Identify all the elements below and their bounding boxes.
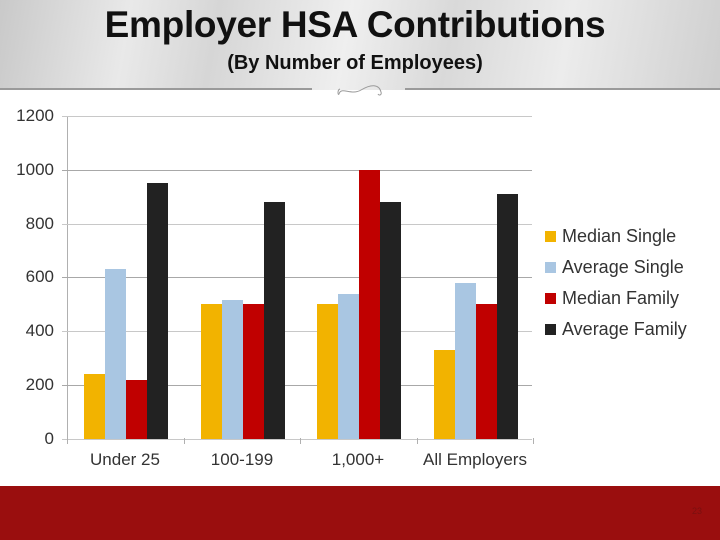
x-tick (533, 438, 534, 444)
gridline (62, 331, 532, 332)
x-tick (184, 438, 185, 444)
header-divider-left (0, 88, 312, 90)
x-category-label: 1,000+ (331, 450, 385, 469)
bar-average-single (455, 282, 476, 439)
gridline (62, 385, 532, 386)
bar-median-single (434, 350, 455, 439)
y-tick-label: 600 (25, 267, 54, 286)
legend-label: Median Family (562, 288, 680, 308)
legend-swatch-icon (545, 262, 556, 273)
legend-swatch-icon (545, 231, 556, 242)
gridline (62, 439, 532, 440)
flourish-ornament-icon (337, 85, 382, 96)
slide-title: Employer HSA Contributions (104, 4, 606, 45)
x-tick (67, 438, 68, 444)
x-tick (417, 438, 418, 444)
slide-header: Employer HSA Contributions (By Number of… (0, 0, 720, 96)
x-tick (300, 438, 301, 444)
legend-item: Average Family (545, 314, 687, 345)
x-category-label: Under 25 (90, 450, 160, 469)
legend-item: Average Single (545, 252, 687, 283)
bar-median-family (359, 169, 380, 439)
legend-label: Average Single (562, 257, 684, 277)
y-tick-label: 0 (44, 429, 54, 448)
legend-swatch-icon (545, 293, 556, 304)
y-tick-label: 200 (25, 375, 54, 394)
legend-item: Median Single (545, 221, 687, 252)
bar-average-family (497, 194, 518, 439)
slide-footer: 23 (0, 486, 720, 540)
bar-median-single (201, 304, 222, 439)
legend-swatch-icon (545, 324, 556, 335)
gridline (62, 277, 532, 278)
y-tick-label: 1200 (16, 106, 54, 125)
bar-average-single (338, 293, 359, 439)
slide-subtitle: (By Number of Employees) (227, 52, 483, 74)
gridline (62, 224, 532, 225)
bar-chart: 0 200 400 600 800 1000 1200 Under 25 100-199 1,0… (0, 100, 720, 480)
bar-average-family (264, 202, 285, 439)
bar-average-family (147, 183, 168, 439)
y-tick-label: 1000 (16, 160, 54, 179)
gridline (62, 116, 532, 117)
bar-median-family (126, 379, 147, 439)
x-category-label: 100-199 (210, 450, 274, 469)
page-number: 23 (691, 506, 702, 516)
bar-average-single (105, 269, 126, 439)
bar-average-single (222, 300, 243, 439)
bar-average-family (380, 202, 401, 439)
bar-median-single (317, 304, 338, 439)
legend-label: Median Single (562, 226, 677, 246)
chart-legend: Median Single Average Single Median Family… (545, 221, 687, 345)
x-category-label: All Employers (423, 450, 527, 469)
gridline (62, 170, 532, 171)
header-divider-right (405, 88, 720, 90)
bar-median-family (243, 304, 264, 439)
y-tick-label: 400 (25, 321, 54, 340)
y-tick-label: 800 (25, 214, 54, 233)
legend-item: Median Family (545, 283, 687, 314)
bar-median-family (476, 304, 497, 439)
legend-label: Average Family (562, 319, 687, 339)
bar-median-single (84, 374, 105, 439)
